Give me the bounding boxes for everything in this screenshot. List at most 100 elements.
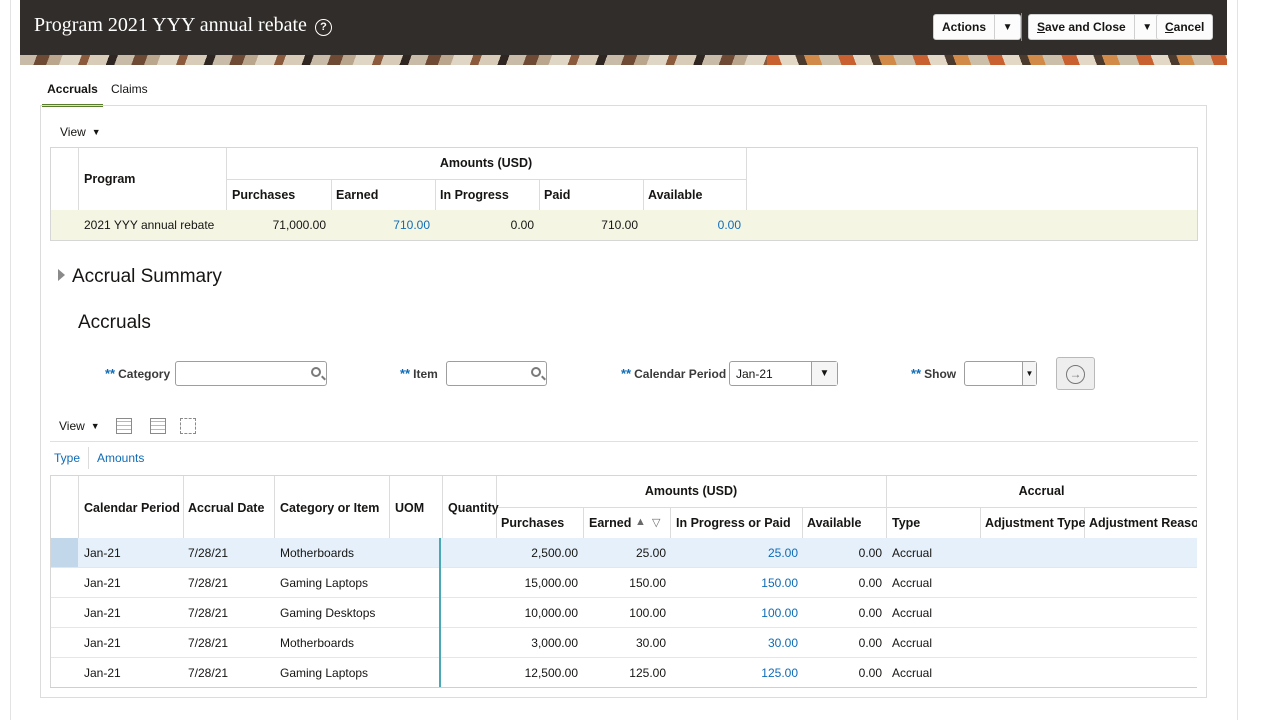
- column-header-earned[interactable]: Earned: [589, 516, 632, 530]
- table-row[interactable]: Jan-21 7/28/21 Motherboards 3,000.00 30.…: [51, 628, 1197, 658]
- tab-claims[interactable]: Claims: [111, 82, 148, 96]
- accruals-heading: Accruals: [78, 312, 151, 333]
- cell-category-or-item: Gaming Desktops: [280, 606, 376, 620]
- toolbar-divider: [50, 441, 1198, 442]
- sort-ascending-icon[interactable]: ▲: [635, 516, 646, 528]
- calendar-period-dropdown-icon[interactable]: ▼: [811, 362, 837, 385]
- sort-descending-icon[interactable]: ▽: [652, 517, 661, 529]
- earned-link[interactable]: 710.00: [393, 218, 430, 232]
- accruals-view-menu[interactable]: View ▼: [59, 419, 100, 433]
- summary-row[interactable]: 2021 YYY annual rebate 71,000.00 710.00 …: [51, 210, 1197, 240]
- table-row[interactable]: Jan-21 7/28/21 Motherboards 2,500.00 25.…: [51, 538, 1197, 568]
- actions-dropdown-icon[interactable]: ▼: [994, 15, 1020, 39]
- cell-calendar-period: Jan-21: [84, 666, 121, 680]
- available-link[interactable]: 0.00: [717, 218, 741, 232]
- column-header-program[interactable]: Program: [84, 172, 136, 186]
- cell-purchases: 3,000.00: [531, 636, 578, 650]
- table-row[interactable]: Jan-21 7/28/21 Gaming Laptops 15,000.00 …: [51, 568, 1197, 598]
- item-search-icon[interactable]: [531, 367, 541, 377]
- cell-type: Accrual: [892, 606, 933, 620]
- arrow-right-circle-icon: →: [1066, 365, 1085, 384]
- column-header-adjustment-reason[interactable]: Adjustment Reaso: [1089, 516, 1197, 530]
- column-header-in-progress[interactable]: In Progress: [440, 188, 509, 202]
- cell-accrual-date: 7/28/21: [188, 546, 229, 560]
- cell-in-progress-or-paid-link[interactable]: 125.00: [761, 666, 798, 680]
- cell-earned: 100.00: [629, 606, 666, 620]
- cell-accrual-date: 7/28/21: [188, 666, 229, 680]
- cell-available: 0.00: [858, 666, 882, 680]
- item-input[interactable]: [446, 361, 547, 386]
- cell-available: 0.00: [858, 606, 882, 620]
- column-header-adjustment-type[interactable]: Adjustment Type: [985, 516, 1086, 530]
- column-set-type[interactable]: Type: [54, 451, 81, 465]
- detach-table-icon[interactable]: [180, 418, 196, 434]
- column-set-amounts[interactable]: Amounts: [97, 451, 145, 465]
- calendar-period-select[interactable]: Jan-21 ▼: [729, 361, 838, 386]
- column-header-available[interactable]: Available: [648, 188, 703, 202]
- cell-calendar-period: Jan-21: [84, 636, 121, 650]
- tab-content-panel: [40, 105, 1207, 698]
- column-header-accrual-date[interactable]: Accrual Date: [188, 501, 265, 515]
- freeze-columns-icon[interactable]: [116, 418, 132, 434]
- cell-earned: 30.00: [635, 636, 666, 650]
- cell-purchases: 10,000.00: [524, 606, 578, 620]
- column-group-accrual: Accrual: [1018, 484, 1065, 498]
- column-header-available[interactable]: Available: [807, 516, 862, 530]
- tab-accruals[interactable]: Accruals: [42, 82, 103, 107]
- column-header-category-or-item[interactable]: Category or Item: [280, 501, 380, 515]
- save-options-dropdown-icon[interactable]: ▼: [1133, 15, 1160, 39]
- frozen-column-divider[interactable]: [439, 538, 441, 688]
- show-label: ** Show: [911, 366, 957, 381]
- expand-accrual-summary-icon[interactable]: [58, 269, 65, 281]
- cell-accrual-date: 7/28/21: [188, 606, 229, 620]
- cell-type: Accrual: [892, 636, 933, 650]
- column-header-calendar-period[interactable]: Calendar Period: [84, 501, 180, 515]
- cell-purchases: 2,500.00: [531, 546, 578, 560]
- program-summary-table: Program Amounts (USD) Purchases Earned I…: [50, 147, 1198, 241]
- cell-available: 0.00: [858, 636, 882, 650]
- column-header-type[interactable]: Type: [892, 516, 921, 530]
- cell-type: Accrual: [892, 546, 933, 560]
- column-header-paid[interactable]: Paid: [544, 188, 571, 202]
- table-row[interactable]: Jan-21 7/28/21 Gaming Desktops 10,000.00…: [51, 598, 1197, 628]
- table-row[interactable]: Jan-21 7/28/21 Gaming Laptops 12,500.00 …: [51, 658, 1197, 688]
- view-label: View: [60, 125, 86, 139]
- in-progress-value: 0.00: [510, 218, 534, 232]
- column-header-in-progress-or-paid[interactable]: In Progress or Paid: [676, 516, 791, 530]
- cell-in-progress-or-paid-link[interactable]: 100.00: [761, 606, 798, 620]
- query-by-example-icon[interactable]: [150, 418, 166, 434]
- actions-button[interactable]: Actions ▼: [933, 14, 1022, 40]
- view-dropdown-icon: ▼: [90, 421, 100, 431]
- accrual-summary-heading[interactable]: Accrual Summary: [72, 266, 222, 287]
- category-search-icon[interactable]: [311, 367, 321, 377]
- column-header-uom[interactable]: UOM: [395, 501, 425, 515]
- category-input[interactable]: [175, 361, 327, 386]
- summary-view-menu[interactable]: View ▼: [60, 125, 101, 139]
- page-header: [20, 0, 1227, 55]
- calendar-period-label: ** Calendar Period: [621, 366, 727, 381]
- show-select[interactable]: ▼: [964, 361, 1037, 386]
- cell-calendar-period: Jan-21: [84, 606, 121, 620]
- column-header-quantity[interactable]: Quantity: [448, 501, 499, 515]
- purchases-value: 71,000.00: [272, 218, 326, 232]
- column-header-purchases[interactable]: Purchases: [232, 188, 296, 202]
- table-bottom-border: [50, 687, 1197, 688]
- cell-category-or-item: Gaming Laptops: [280, 576, 369, 590]
- cell-accrual-date: 7/28/21: [188, 636, 229, 650]
- column-header-earned[interactable]: Earned: [336, 188, 379, 202]
- cell-in-progress-or-paid-link[interactable]: 150.00: [761, 576, 798, 590]
- cell-category-or-item: Motherboards: [280, 546, 355, 560]
- cell-in-progress-or-paid-link[interactable]: 25.00: [767, 546, 798, 560]
- cell-purchases: 12,500.00: [524, 666, 578, 680]
- page-frame: [10, 0, 1238, 720]
- column-header-purchases[interactable]: Purchases: [501, 516, 565, 530]
- search-go-button[interactable]: →: [1056, 357, 1095, 390]
- help-icon[interactable]: ?: [315, 19, 332, 36]
- cell-earned: 125.00: [629, 666, 666, 680]
- cell-in-progress-or-paid-link[interactable]: 30.00: [767, 636, 798, 650]
- show-dropdown-icon[interactable]: ▼: [1022, 362, 1036, 385]
